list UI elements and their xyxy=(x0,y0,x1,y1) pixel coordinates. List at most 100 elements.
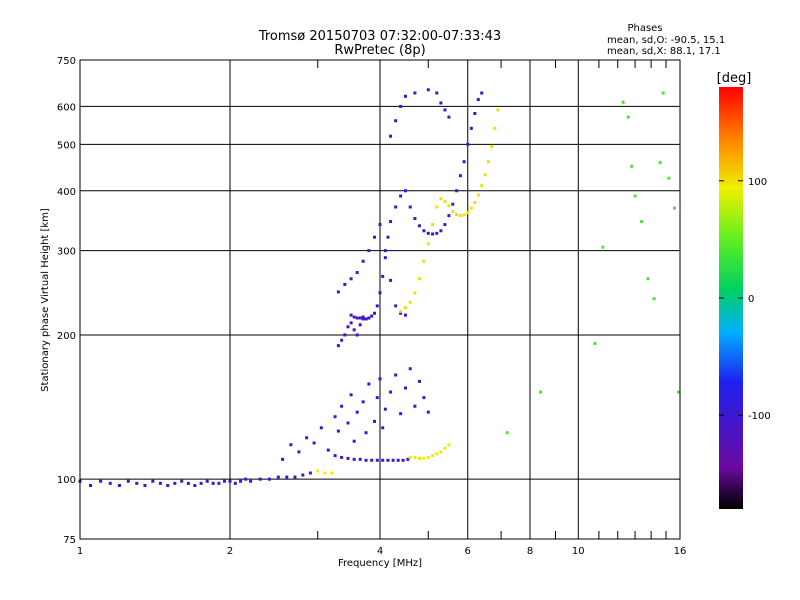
x-tick-label: 10 xyxy=(572,546,585,557)
x-tick-label: 16 xyxy=(674,546,687,557)
data-point xyxy=(451,210,455,214)
data-point xyxy=(367,382,371,386)
data-point xyxy=(458,214,462,218)
data-point xyxy=(330,471,334,475)
y-axis-label: Stationary phase Virtual Height [km] xyxy=(40,208,51,392)
data-point xyxy=(652,297,656,301)
data-point xyxy=(346,325,350,329)
data-point xyxy=(336,429,340,433)
data-point xyxy=(333,454,337,458)
data-point xyxy=(211,481,215,485)
data-point xyxy=(435,205,439,209)
data-point xyxy=(539,390,543,394)
data-point xyxy=(312,441,316,445)
data-point xyxy=(431,223,435,227)
data-point xyxy=(403,386,407,390)
data-point xyxy=(355,410,359,414)
data-point xyxy=(466,211,470,215)
data-point xyxy=(422,396,426,400)
data-point xyxy=(367,249,371,253)
data-point xyxy=(413,217,417,221)
data-point xyxy=(630,164,634,168)
data-point xyxy=(352,457,356,461)
data-point xyxy=(228,479,232,483)
grid xyxy=(80,60,680,539)
data-point xyxy=(658,161,662,165)
data-point xyxy=(233,481,237,485)
data-point xyxy=(381,426,385,430)
data-points xyxy=(78,88,681,487)
data-point xyxy=(349,321,353,325)
data-point xyxy=(352,315,356,319)
data-point xyxy=(180,479,184,483)
y-tick-label: 750 xyxy=(57,56,76,67)
data-point xyxy=(422,456,426,460)
data-point xyxy=(323,471,327,475)
data-point xyxy=(601,245,605,249)
data-point xyxy=(346,456,350,460)
data-point xyxy=(108,481,112,485)
data-point xyxy=(455,212,459,216)
data-point xyxy=(381,274,385,278)
data-point xyxy=(408,367,412,371)
data-point xyxy=(403,94,407,98)
data-point xyxy=(422,229,426,233)
data-point xyxy=(408,205,412,209)
x-tick-label: 4 xyxy=(377,546,383,557)
data-point xyxy=(352,328,356,332)
data-point xyxy=(394,119,398,123)
data-point xyxy=(399,412,403,416)
data-point xyxy=(621,100,625,104)
data-point xyxy=(426,242,430,246)
data-point xyxy=(336,290,340,294)
stats-x: mean, sd,X: 88.1, 17.1 xyxy=(607,46,721,57)
data-point xyxy=(223,479,227,483)
data-point xyxy=(289,443,293,447)
data-point xyxy=(316,469,320,473)
data-point xyxy=(373,419,377,423)
data-point xyxy=(673,206,677,210)
data-point xyxy=(417,379,421,383)
data-point xyxy=(381,458,385,462)
data-point xyxy=(389,390,393,394)
data-point xyxy=(126,479,130,483)
data-point xyxy=(285,475,289,479)
data-point xyxy=(378,223,382,227)
data-point xyxy=(399,309,403,313)
data-point xyxy=(355,316,359,320)
data-point xyxy=(399,311,403,315)
data-point xyxy=(413,291,417,295)
data-point xyxy=(319,426,323,430)
y-tick-label: 100 xyxy=(57,475,76,486)
data-point xyxy=(349,313,353,317)
data-point xyxy=(336,344,340,348)
data-point xyxy=(667,176,671,180)
data-point xyxy=(505,431,509,435)
data-point xyxy=(399,194,403,198)
data-point xyxy=(373,235,377,239)
data-point xyxy=(355,271,359,275)
x-tick-label: 8 xyxy=(527,546,533,557)
data-point xyxy=(346,421,350,425)
data-point xyxy=(358,323,362,327)
data-point xyxy=(443,199,447,203)
data-point xyxy=(480,91,484,95)
data-point xyxy=(193,483,197,487)
data-point xyxy=(99,479,103,483)
data-point xyxy=(349,277,353,281)
data-point xyxy=(447,443,451,447)
data-point xyxy=(383,407,387,411)
y-tick-label: 300 xyxy=(57,247,76,258)
axis-ticks: 1 2 4 6 8 10 16 75 100 200 300 400 500 600 750 xyxy=(57,56,686,557)
data-point xyxy=(326,448,330,452)
data-point xyxy=(199,481,203,485)
data-point xyxy=(480,184,484,188)
data-point xyxy=(455,189,459,193)
data-point xyxy=(308,471,312,475)
data-point xyxy=(343,333,347,337)
data-point xyxy=(426,455,430,459)
data-point xyxy=(276,475,280,479)
colorbar-tick-label: 0 xyxy=(748,294,754,305)
data-point xyxy=(473,111,477,115)
data-point xyxy=(143,483,147,487)
